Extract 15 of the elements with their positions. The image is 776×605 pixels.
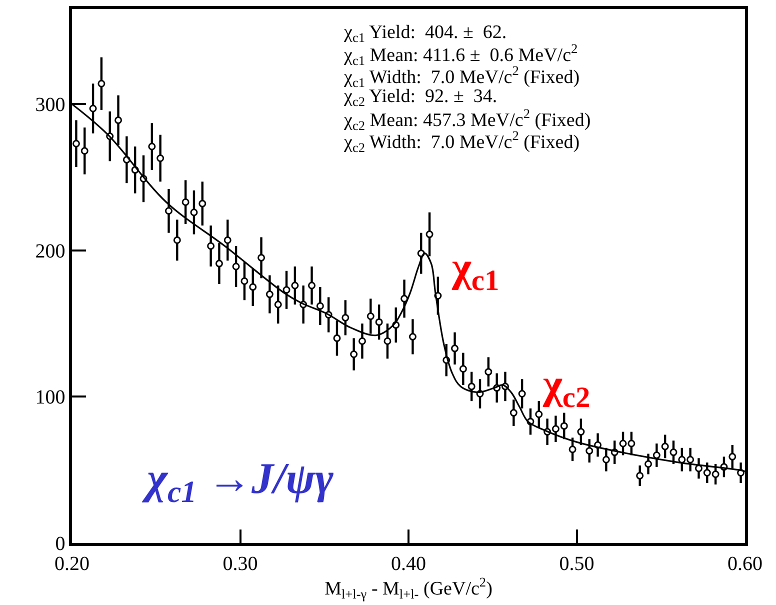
y-tick-label: 0 bbox=[55, 533, 66, 555]
y-tick-label: 200 bbox=[35, 240, 66, 262]
annotation: χ$_{c2}$ Yield: 92. ± 34. bbox=[343, 86, 498, 109]
x-tick-label: 0.40 bbox=[391, 552, 426, 575]
annotation: χ$_{c1}$ bbox=[451, 245, 500, 297]
x-tick-label: 0.60 bbox=[728, 552, 762, 575]
x-axis-title: M$_{l+l-γ}$ - M$_{l+l-}$ (GeV/c$^{2}$) bbox=[324, 574, 492, 602]
annotation: χ$_{c1}$ →J/ψγ bbox=[141, 454, 334, 510]
annotation: χ$_{c2}$ bbox=[542, 362, 590, 414]
annotation: χ$_{c1}$ Yield: 404. ± 62. bbox=[343, 22, 507, 45]
y-tick-label: 100 bbox=[35, 386, 66, 409]
x-tick-label: 0.20 bbox=[54, 552, 90, 575]
x-tick-label: 0.50 bbox=[559, 552, 594, 575]
x-tick-label: 0.30 bbox=[222, 552, 258, 575]
y-tick-label: 300 bbox=[35, 94, 66, 116]
